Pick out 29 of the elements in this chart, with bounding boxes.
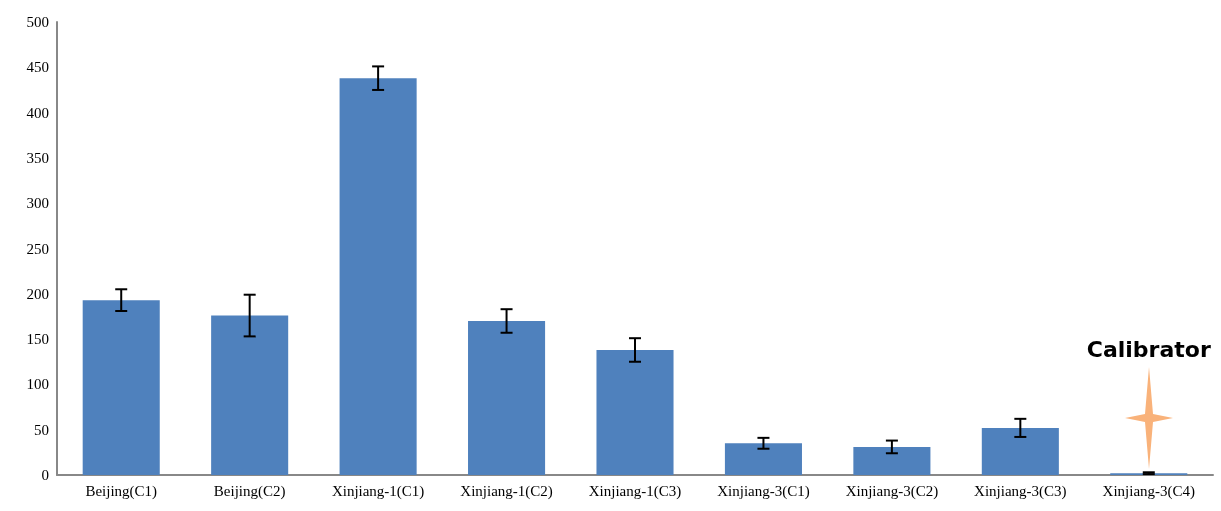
bar: [468, 320, 546, 475]
y-tick-label: 400: [26, 104, 49, 121]
y-tick-label: 50: [34, 421, 49, 438]
bar: [339, 78, 417, 475]
x-tick-label: Xinjiang-3(C3): [974, 482, 1067, 500]
y-tick-label: 450: [26, 59, 49, 76]
y-tick-label: 100: [26, 376, 49, 393]
x-tick-label: Xinjiang-1(C3): [588, 482, 682, 500]
annotation: Calibrator: [1086, 336, 1211, 362]
x-tick-label: Xinjiang-3(C4): [1102, 482, 1196, 500]
x-tick-label: Xinjiang-1(C1): [331, 482, 425, 500]
bar: [853, 446, 931, 475]
y-tick-label: 150: [26, 331, 49, 348]
y-tick-label: 250: [26, 240, 49, 257]
bar: [82, 300, 160, 475]
bar: [596, 349, 674, 475]
y-tick-label: 500: [26, 14, 49, 30]
x-tick-label: Xinjiang-3(C1): [717, 482, 810, 500]
x-tick-label: Xinjiang-1(C2): [460, 482, 553, 500]
y-tick-label: 350: [26, 149, 49, 166]
y-tick-label: 200: [26, 285, 49, 302]
x-tick-label: Beijing(C2): [213, 482, 286, 500]
x-tick-label: Xinjiang-3(C2): [845, 482, 939, 500]
bar: [211, 315, 289, 475]
bar: [724, 443, 802, 475]
bar: [981, 427, 1059, 475]
y-tick-label: 0: [41, 467, 49, 483]
x-tick-label: Beijing(C1): [85, 482, 158, 500]
y-tick-label: 300: [26, 195, 49, 212]
